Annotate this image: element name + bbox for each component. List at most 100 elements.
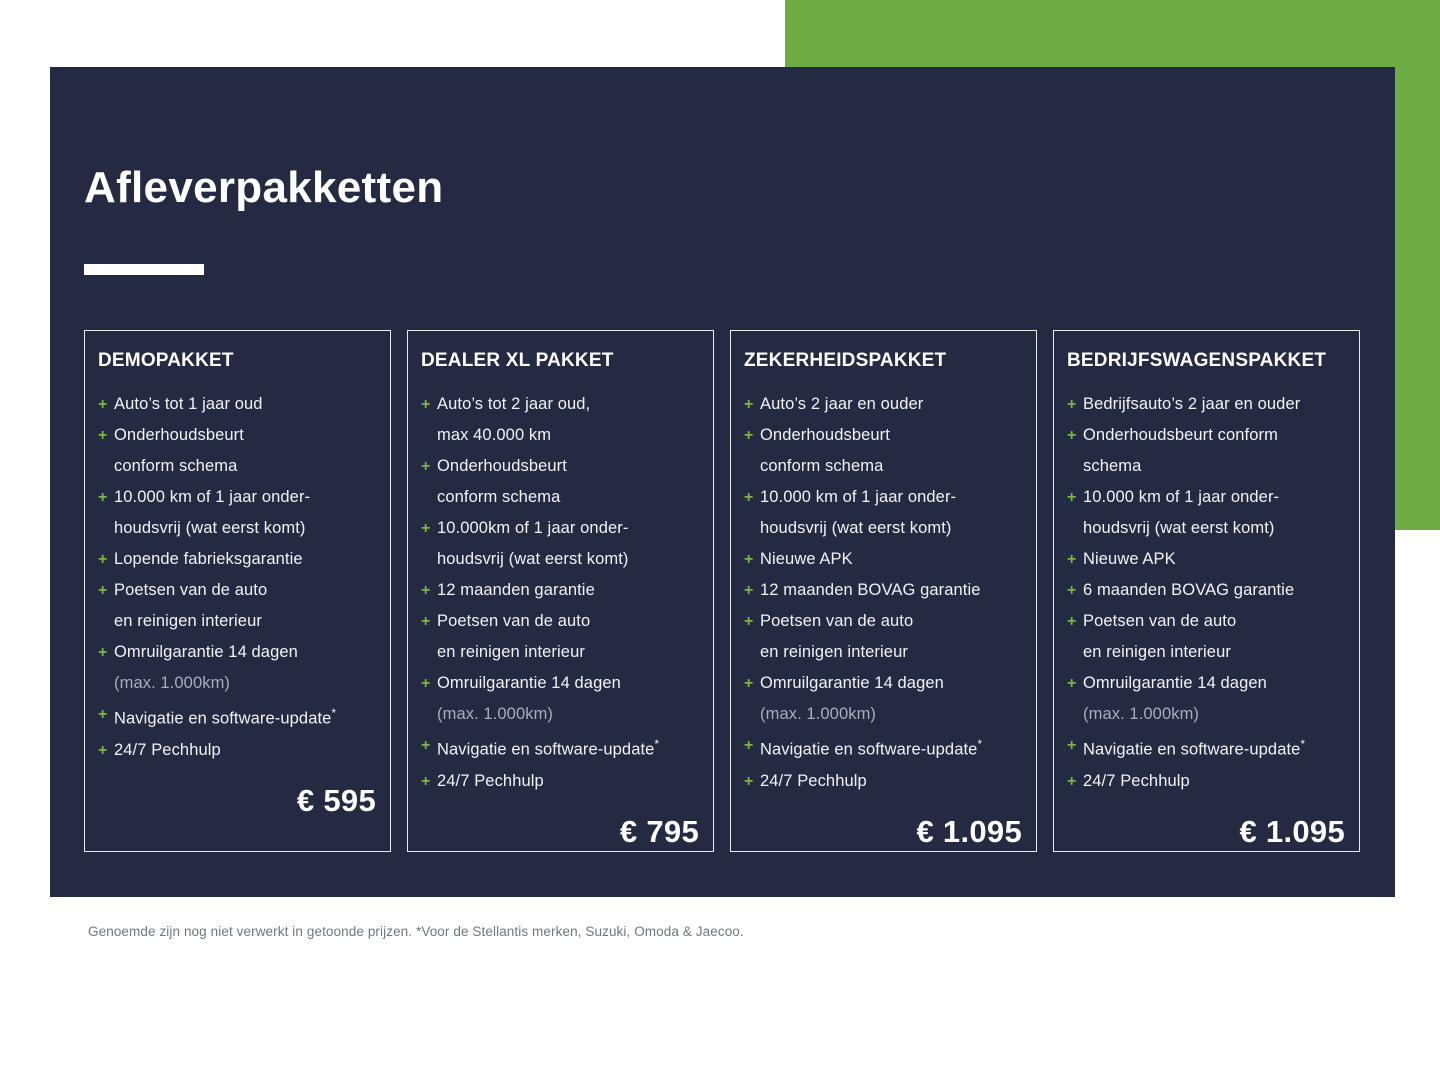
feature-text: 10.000km of 1 jaar onder- [437, 519, 629, 537]
feature-text: en reinigen interieur [114, 612, 262, 630]
feature-line: +schema [1067, 451, 1345, 482]
feature-item: +6 maanden BOVAG garantie [1067, 575, 1345, 606]
feature-item: + Auto’s tot 2 jaar oud, +max 40.000 km [421, 389, 699, 451]
feature-item: + Poetsen van de auto +en reinigen interie… [744, 606, 1022, 668]
feature-line: + Omruilgarantie 14 dagen [98, 637, 376, 668]
footnote: Genoemde zijn nog niet verwerkt in getoo… [88, 924, 744, 939]
feature-text: Poetsen van de auto [114, 581, 268, 599]
plus-icon: + [1067, 396, 1077, 413]
package-card: DEMOPAKKET + Auto’s tot 1 jaar oud + Onderh… [84, 330, 391, 852]
feature-text: Poetsen van de auto [1083, 612, 1237, 630]
feature-text: 6 maanden BOVAG garantie [1083, 581, 1295, 599]
feature-text: Onderhoudsbeurt [437, 457, 567, 475]
plus-icon: + [744, 582, 754, 599]
feature-line: +10.000km of 1 jaar onder- [421, 513, 699, 544]
feature-text: conform schema [114, 457, 238, 475]
feature-line: +en reinigen interieur [421, 637, 699, 668]
feature-line: +(max. 1.000km) [744, 699, 1022, 730]
package-card: BEDRIJFSWAGENSPAKKET + Bedrijfsauto’s 2 j… [1053, 330, 1360, 852]
plus-icon: + [744, 737, 754, 754]
plus-icon: + [421, 613, 431, 630]
feature-list: + Bedrijfsauto’s 2 jaar en ouder + Onderhou… [1067, 389, 1345, 797]
feature-text: Bedrijfsauto’s 2 jaar en ouder [1083, 395, 1301, 413]
feature-item: + Omruilgarantie 14 dagen +(max. 1.000km) [421, 668, 699, 730]
feature-text: houdsvrij (wat eerst komt) [760, 519, 952, 537]
feature-line: +10.000 km of 1 jaar onder- [98, 482, 376, 513]
feature-text: 12 maanden garantie [437, 581, 595, 599]
feature-text: houdsvrij (wat eerst komt) [114, 519, 306, 537]
package-card: DEALER XL PAKKET + Auto’s tot 2 jaar oud,… [407, 330, 714, 852]
feature-text: (max. 1.000km) [760, 705, 877, 723]
feature-item: +10.000 km of 1 jaar onder-+houdsvrij (w… [1067, 482, 1345, 544]
feature-item: + Bedrijfsauto’s 2 jaar en ouder [1067, 389, 1345, 420]
feature-line: + Bedrijfsauto’s 2 jaar en ouder [1067, 389, 1345, 420]
plus-icon: + [744, 427, 754, 444]
feature-list: +Auto’s tot 1 jaar oud+Onderhoudsbeurt+c… [98, 389, 376, 766]
feature-text: conform schema [760, 457, 884, 475]
feature-text: 24/7 Pechhulp [760, 771, 867, 790]
feature-item: +24/7 Pechhulp [98, 735, 376, 766]
feature-text: en reinigen interieur [437, 643, 585, 661]
feature-line: +10.000 km of 1 jaar onder- [744, 482, 1022, 513]
feature-item: +24/7 Pechhulp [421, 766, 699, 797]
feature-line: +conform schema [744, 451, 1022, 482]
feature-line: +(max. 1.000km) [98, 668, 376, 699]
feature-list: +Auto’s tot 2 jaar oud,+max 40.000 km+On… [421, 389, 699, 797]
feature-line: +en reinigen interieur [1067, 637, 1345, 668]
package-price: € 595 [296, 782, 376, 818]
feature-text: Onderhoudsbeurt [760, 426, 890, 444]
feature-text: Nieuwe APK [760, 550, 853, 568]
feature-text: Auto’s 2 jaar en ouder [760, 395, 924, 413]
feature-line: + Onderhoudsbeurt [98, 420, 376, 451]
feature-item: + Omruilgarantie 14 dagen +(max. 1.000km) [744, 668, 1022, 730]
feature-text: Navigatie en software-update* [437, 739, 660, 759]
feature-line: +en reinigen interieur [98, 606, 376, 637]
feature-text: 24/7 Pechhulp [437, 771, 544, 790]
main-panel: Afleverpakketten DEMOPAKKET + Auto’s tot … [50, 67, 1395, 897]
feature-list: + Auto’s 2 jaar en ouder + Onderhoudsbeurt +… [744, 389, 1022, 797]
feature-item: + Onderhoudsbeurt +conform schema [421, 451, 699, 513]
feature-line: + Poetsen van de auto [744, 606, 1022, 637]
feature-item: + Onderhoudsbeurt +conform schema [98, 420, 376, 482]
plus-icon: + [98, 551, 108, 568]
feature-line: + Navigatie en software-update* [98, 699, 376, 735]
feature-line: +houdsvrij (wat eerst komt) [421, 544, 699, 575]
feature-line: +24/7 Pechhulp [744, 766, 1022, 797]
package-price: € 795 [619, 813, 699, 849]
feature-text: Lopende fabrieksgarantie [114, 550, 303, 568]
feature-text: Omruilgarantie 14 dagen [760, 674, 944, 692]
feature-item: + Lopende fabrieksgarantie [98, 544, 376, 575]
feature-item: + Nieuwe APK [1067, 544, 1345, 575]
feature-item: + Navigatie en software-update* [421, 730, 699, 766]
feature-text: Onderhoudsbeurt [114, 426, 244, 444]
plus-icon: + [421, 772, 431, 790]
feature-item: + Onderhoudsbeurt conform +schema [1067, 420, 1345, 482]
feature-item: +12 maanden BOVAG garantie [744, 575, 1022, 606]
feature-line: + Omruilgarantie 14 dagen [421, 668, 699, 699]
package-price: € 1.095 [1239, 813, 1345, 849]
feature-text: (max. 1.000km) [437, 705, 554, 723]
feature-text: Navigatie en software-update* [1083, 739, 1306, 759]
feature-text: 10.000 km of 1 jaar onder- [760, 488, 957, 506]
feature-item: + Poetsen van de auto +en reinigen interie… [421, 606, 699, 668]
feature-item: + Poetsen van de auto +en reinigen interie… [1067, 606, 1345, 668]
asterisk-note: * [1300, 739, 1306, 751]
packages-row: DEMOPAKKET + Auto’s tot 1 jaar oud + Onderh… [84, 330, 1360, 852]
feature-line: +24/7 Pechhulp [421, 766, 699, 797]
feature-text: 10.000 km of 1 jaar onder- [114, 488, 311, 506]
feature-line: +en reinigen interieur [744, 637, 1022, 668]
feature-text: Onderhoudsbeurt conform [1083, 426, 1278, 444]
plus-icon: + [744, 613, 754, 630]
feature-item: +24/7 Pechhulp [744, 766, 1022, 797]
feature-line: +12 maanden BOVAG garantie [744, 575, 1022, 606]
feature-text: houdsvrij (wat eerst komt) [1083, 519, 1275, 537]
feature-line: +6 maanden BOVAG garantie [1067, 575, 1345, 606]
feature-line: + Navigatie en software-update* [1067, 730, 1345, 766]
asterisk-note: * [977, 739, 983, 751]
feature-line: + Poetsen van de auto [98, 575, 376, 606]
plus-icon: + [1067, 737, 1077, 754]
feature-item: +12 maanden garantie [421, 575, 699, 606]
package-title: DEALER XL PAKKET [421, 350, 614, 371]
title-underline [84, 264, 204, 275]
